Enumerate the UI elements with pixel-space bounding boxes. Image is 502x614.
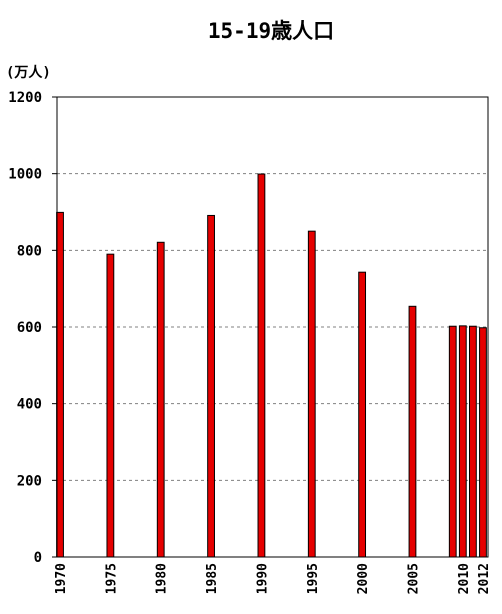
y-tick-label: 1000 — [8, 167, 42, 183]
bar-1980 — [156, 241, 165, 558]
bar-2011 — [468, 325, 477, 558]
x-tick-label: 1995 — [306, 563, 321, 594]
x-tick-label: 2000 — [356, 563, 371, 594]
bar-1995 — [307, 230, 316, 558]
bar-2005 — [408, 305, 417, 558]
gridlines — [57, 173, 488, 481]
bar-1990 — [257, 173, 266, 558]
chart-title: 15-19歳人口 — [208, 19, 334, 43]
x-tick-label: 2010 — [457, 563, 472, 594]
y-axis-ticks: 0 200 400 600 800 1000 1200 — [8, 90, 57, 566]
x-tick-label: 1975 — [104, 563, 119, 594]
bar-1985 — [207, 214, 215, 558]
x-tick-label: 2005 — [406, 563, 421, 594]
y-tick-label: 1200 — [8, 90, 42, 106]
x-axis-ticks: 1970 1975 1980 1985 1990 1995 2000 2005 2010 2012 — [54, 563, 492, 594]
bar-2010 — [458, 325, 467, 558]
bar-1975 — [106, 253, 115, 558]
bar-2000 — [358, 271, 367, 558]
y-tick-label: 800 — [17, 243, 42, 259]
bars — [56, 173, 487, 558]
y-axis-unit-label: (万人) — [6, 64, 51, 81]
x-tick-label: 1990 — [255, 563, 270, 594]
y-tick-label: 200 — [17, 473, 42, 489]
bar-2012 — [479, 327, 487, 558]
y-tick-label: 0 — [34, 550, 42, 566]
x-tick-label: 1980 — [155, 563, 170, 594]
bar-1970 — [56, 211, 64, 558]
y-tick-label: 400 — [17, 397, 42, 413]
y-tick-label: 600 — [17, 320, 42, 336]
x-tick-label: 2012 — [477, 563, 492, 594]
x-tick-label: 1970 — [54, 563, 69, 594]
bar-2009 — [448, 325, 457, 558]
x-tick-label: 1985 — [205, 563, 220, 594]
